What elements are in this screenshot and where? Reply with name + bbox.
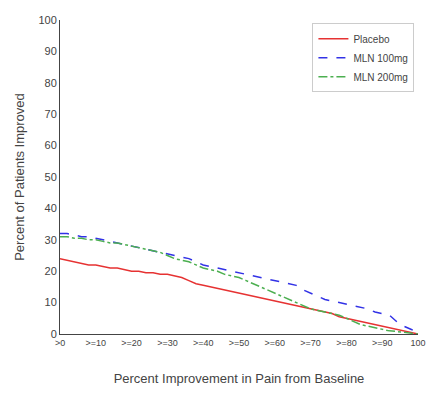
svg-text:60: 60 [45, 139, 57, 151]
svg-text:100: 100 [410, 338, 425, 348]
svg-text:0: 0 [51, 328, 57, 340]
svg-text:30: 30 [45, 234, 57, 246]
svg-text:>=70: >=70 [300, 338, 321, 348]
svg-text:20: 20 [45, 265, 57, 277]
svg-text:100: 100 [38, 14, 56, 26]
svg-text:>=20: >=20 [121, 338, 142, 348]
svg-text:>0: >0 [55, 338, 65, 348]
svg-text:90: 90 [45, 45, 57, 57]
svg-text:80: 80 [45, 77, 57, 89]
svg-text:>=50: >=50 [229, 338, 250, 348]
svg-text:Percent of Patients Improved: Percent of Patients Improved [12, 93, 27, 261]
svg-text:Percent Improvement in Pain fr: Percent Improvement in Pain from Baselin… [114, 371, 365, 386]
svg-text:>=40: >=40 [193, 338, 214, 348]
svg-text:MLN 200mg: MLN 200mg [353, 72, 407, 83]
svg-text:>=60: >=60 [265, 338, 286, 348]
svg-text:40: 40 [45, 202, 57, 214]
svg-text:>=30: >=30 [157, 338, 178, 348]
svg-text:MLN 100mg: MLN 100mg [353, 53, 407, 64]
svg-text:50: 50 [45, 171, 57, 183]
svg-text:>=90: >=90 [372, 338, 393, 348]
svg-text:Placebo: Placebo [353, 34, 390, 45]
svg-text:>=10: >=10 [86, 338, 107, 348]
svg-text:>=80: >=80 [336, 338, 357, 348]
svg-text:70: 70 [45, 108, 57, 120]
svg-text:10: 10 [45, 296, 57, 308]
